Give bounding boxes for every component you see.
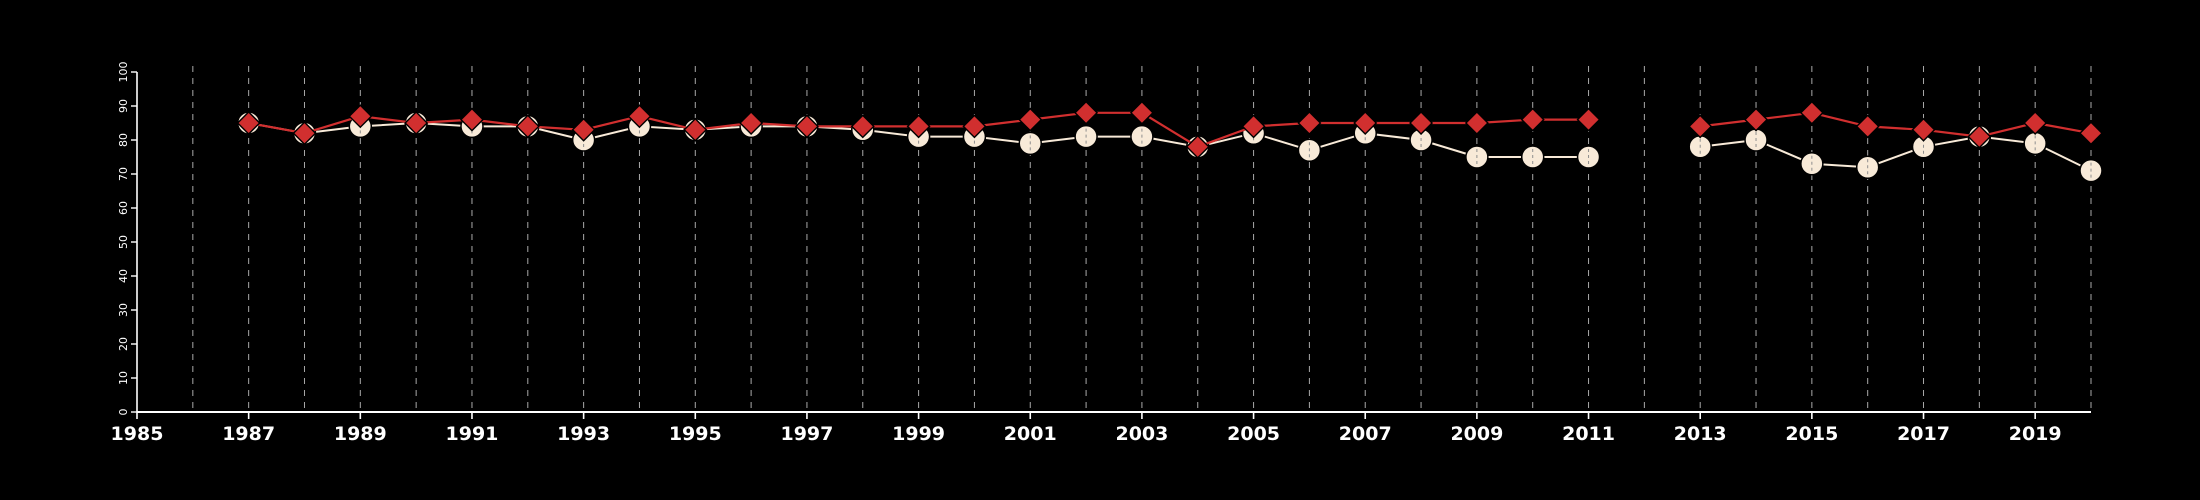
x-tick-label-2011: 2011 bbox=[1562, 423, 1615, 445]
diamond-point-2004 bbox=[1185, 134, 1210, 159]
x-tick-label-2017: 2017 bbox=[1897, 423, 1950, 445]
diamond-point-1992 bbox=[515, 114, 540, 139]
diamond-point-2010 bbox=[1520, 107, 1545, 132]
ticks-layer: 0 10 20 30 40 50 60 70 80 90 100 1985 1987 1989 1991 19… bbox=[111, 62, 2062, 446]
diamond-point-2003 bbox=[1129, 100, 1154, 125]
x-tick-label-2007: 2007 bbox=[1339, 423, 1392, 445]
x-tick-label-2013: 2013 bbox=[1674, 423, 1727, 445]
diamond-point-2014 bbox=[1744, 107, 1769, 132]
diamond-point-2018 bbox=[1967, 124, 1992, 149]
grid-layer bbox=[192, 66, 2092, 412]
series-circle bbox=[236, 111, 2103, 183]
x-tick-label-2009: 2009 bbox=[1450, 423, 1503, 445]
y-tick-label-10: 10 bbox=[117, 371, 130, 385]
diamond-point-1994 bbox=[627, 104, 652, 129]
y-tick-label-90: 90 bbox=[117, 99, 130, 113]
y-tick-label-50: 50 bbox=[117, 235, 130, 249]
diamond-point-2019 bbox=[2023, 111, 2048, 135]
diamond-point-2015 bbox=[1799, 100, 1824, 125]
diamond-point-2017 bbox=[1911, 117, 1936, 142]
y-tick-label-60: 60 bbox=[117, 201, 130, 215]
series-layer bbox=[236, 100, 2103, 183]
x-tick-label-2019: 2019 bbox=[2009, 423, 2062, 445]
diamond-point-1999 bbox=[906, 114, 931, 139]
diamond-point-2007 bbox=[1353, 111, 1378, 135]
y-tick-label-70: 70 bbox=[117, 167, 130, 181]
diamond-point-1996 bbox=[739, 111, 764, 135]
diamond-point-2005 bbox=[1241, 114, 1266, 139]
x-tick-label-1997: 1997 bbox=[780, 423, 833, 445]
diamond-point-1991 bbox=[459, 107, 484, 132]
x-tick-label-1999: 1999 bbox=[892, 423, 945, 445]
x-tick-label-1991: 1991 bbox=[446, 423, 499, 445]
diamond-point-2008 bbox=[1409, 111, 1434, 135]
y-tick-label-30: 30 bbox=[117, 303, 130, 317]
x-tick-label-1989: 1989 bbox=[334, 423, 387, 445]
diamond-point-2002 bbox=[1074, 100, 1099, 125]
diamond-point-1987 bbox=[236, 111, 261, 135]
x-tick-label-2005: 2005 bbox=[1227, 423, 1280, 445]
diamond-point-1998 bbox=[850, 114, 875, 139]
x-tick-label-2015: 2015 bbox=[1785, 423, 1838, 445]
diamond-point-2001 bbox=[1018, 107, 1043, 132]
diamond-point-2013 bbox=[1688, 114, 1713, 139]
y-tick-label-80: 80 bbox=[117, 133, 130, 147]
diamond-point-2011 bbox=[1576, 107, 1601, 132]
x-tick-label-1985: 1985 bbox=[111, 423, 164, 445]
x-tick-label-2001: 2001 bbox=[1004, 423, 1057, 445]
diamond-point-1989 bbox=[348, 104, 373, 129]
x-tick-label-1987: 1987 bbox=[222, 423, 275, 445]
diamond-point-2016 bbox=[1855, 114, 1880, 139]
series-diamond bbox=[236, 100, 2103, 159]
diamond-point-2009 bbox=[1464, 111, 1489, 135]
diamond-point-1990 bbox=[404, 111, 429, 135]
x-tick-label-1993: 1993 bbox=[557, 423, 610, 445]
diamond-point-1993 bbox=[571, 117, 596, 142]
y-tick-label-20: 20 bbox=[117, 337, 130, 351]
y-tick-label-100: 100 bbox=[117, 62, 130, 83]
y-tick-label-40: 40 bbox=[117, 269, 130, 283]
y-tick-label-0: 0 bbox=[117, 409, 130, 416]
diamond-point-1997 bbox=[794, 114, 819, 139]
diamond-point-2006 bbox=[1297, 111, 1322, 135]
diamond-point-2000 bbox=[962, 114, 987, 139]
x-tick-label-1995: 1995 bbox=[669, 423, 722, 445]
diamond-point-2020 bbox=[2079, 121, 2103, 146]
x-tick-label-2003: 2003 bbox=[1115, 423, 1168, 445]
diamond-point-1995 bbox=[683, 117, 708, 142]
diamond-point-1988 bbox=[292, 121, 317, 146]
